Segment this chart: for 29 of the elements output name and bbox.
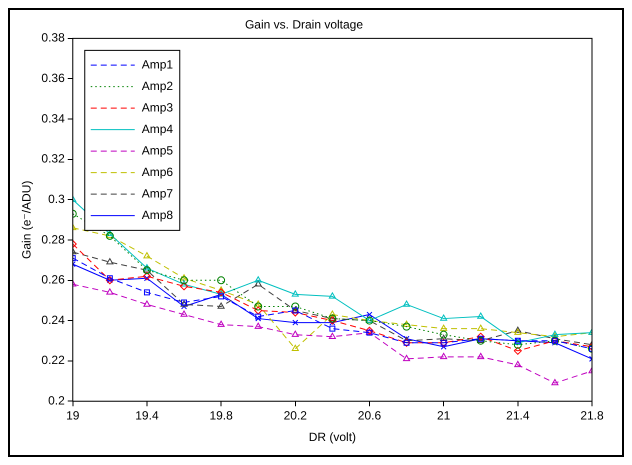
y-tick-label: 0.28 [41, 232, 66, 246]
legend-label: Amp6 [142, 164, 174, 179]
x-tick-label: 21 [436, 408, 451, 423]
x-tick-label: 19.8 [209, 408, 234, 423]
y-tick-label: 0.24 [41, 312, 66, 327]
y-axis-title: Gain (e⁻/ADU) [20, 180, 34, 259]
legend-label: Amp3 [142, 100, 174, 114]
legend-label: Amp7 [142, 186, 174, 200]
x-tick-label: 20.2 [284, 408, 308, 423]
legend-label: Amp1 [142, 57, 174, 72]
y-tick-label: 0.38 [41, 30, 66, 45]
x-tick-label: 19.4 [135, 408, 159, 423]
x-tick-label: 20.6 [358, 408, 382, 423]
legend-label: Amp2 [142, 78, 174, 93]
y-tick-label: 0.34 [41, 111, 66, 126]
x-axis-title: DR (volt) [308, 430, 356, 444]
x-tick-label: 19 [66, 408, 80, 423]
y-tick-label: 0.26 [41, 272, 66, 287]
x-tick-label: 21.4 [506, 408, 530, 423]
y-tick-label: 0.22 [41, 353, 66, 368]
legend-label: Amp8 [142, 208, 174, 222]
legend-label: Amp4 [142, 122, 174, 136]
y-tick-label: 0.3 [48, 192, 66, 206]
x-tick-label: 21.8 [580, 408, 604, 423]
legend-label: Amp5 [142, 143, 174, 158]
y-tick-label: 0.36 [41, 71, 66, 86]
chart-title: Gain vs. Drain voltage [244, 18, 364, 32]
y-tick-label: 0.32 [41, 152, 66, 166]
y-tick-label: 0.2 [48, 394, 66, 408]
